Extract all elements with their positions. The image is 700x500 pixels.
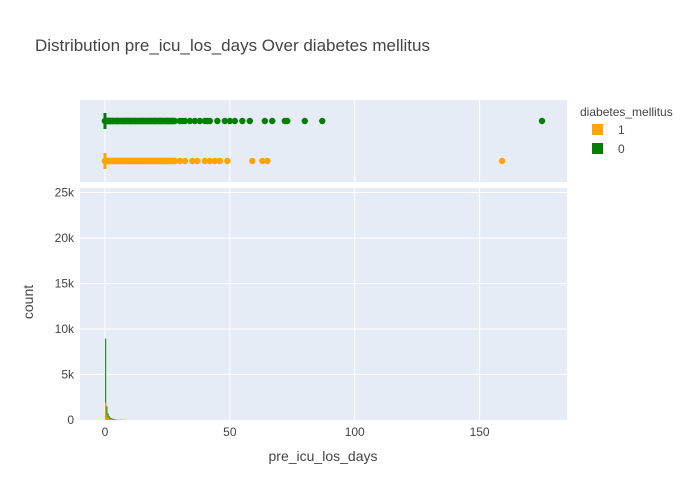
strip-point <box>191 117 199 125</box>
y-axis-title: count <box>20 285 36 319</box>
legend-label-1: 1 <box>618 123 625 137</box>
strip-zero-marker <box>103 113 107 129</box>
histogram-bar <box>112 418 114 420</box>
histogram-bar <box>107 413 109 420</box>
legend-swatch-1 <box>592 124 603 135</box>
histogram-bars <box>104 338 127 420</box>
strip-point <box>119 157 126 165</box>
histogram-bar <box>106 414 108 420</box>
histogram-bar <box>106 406 108 420</box>
strip-point <box>146 117 154 125</box>
strip-point <box>121 117 129 125</box>
strip-zero-marker <box>103 153 107 169</box>
strip-point <box>181 157 189 165</box>
legend-item-1[interactable]: 1 <box>592 123 625 137</box>
strip-point <box>239 117 246 125</box>
strip-point <box>319 117 326 125</box>
strip-point <box>171 157 179 165</box>
strip-plot-background <box>80 100 567 182</box>
strip-point <box>269 117 276 125</box>
y-tick-label: 25k <box>55 186 75 200</box>
strip-point <box>164 157 171 165</box>
strip-point <box>498 157 506 165</box>
strip-point <box>264 157 271 165</box>
strip-point <box>221 117 229 125</box>
histogram-bar <box>109 417 112 420</box>
strip-point <box>171 117 179 125</box>
chart-title: Distribution pre_icu_los_days Over diabe… <box>35 36 430 55</box>
strip-point <box>196 117 204 125</box>
strip-point <box>194 157 201 165</box>
axis-ticks: 0 5k 10k 15k 20k 25k 0 50 100 150 <box>55 186 490 439</box>
histogram-bar <box>111 419 113 420</box>
histogram-plot-background <box>80 188 567 420</box>
y-tick-label: 5k <box>61 368 75 382</box>
strip-point <box>246 117 254 125</box>
x-tick-label: 100 <box>345 425 365 439</box>
histogram-bar <box>107 417 109 420</box>
strip-point <box>156 157 164 165</box>
legend-item-0[interactable]: 0 <box>592 142 625 156</box>
strip-point <box>114 157 121 165</box>
strip-point <box>211 157 219 165</box>
x-tick-label: 50 <box>223 425 237 439</box>
strip-point <box>181 117 189 125</box>
strip-point <box>176 157 184 165</box>
histogram-bar <box>109 418 112 420</box>
strip-point <box>206 157 214 165</box>
y-tick-label: 10k <box>55 322 75 336</box>
strip-point <box>538 117 546 125</box>
strip-point <box>201 157 209 165</box>
x-axis-title: pre_icu_los_days <box>269 448 378 464</box>
strip-point <box>131 117 139 125</box>
strip-point <box>186 117 194 125</box>
histogram-bar <box>104 402 107 420</box>
strip-point <box>284 117 291 125</box>
strip-point <box>206 117 214 125</box>
strip-point <box>216 157 224 165</box>
strip-point <box>151 117 159 125</box>
histogram-bar <box>111 418 113 420</box>
histogram-bar <box>113 419 115 420</box>
x-tick-label: 0 <box>102 425 109 439</box>
strip-point <box>189 157 196 165</box>
histogram-bar <box>108 416 110 420</box>
histogram-bar <box>104 338 107 420</box>
strip-point <box>146 157 154 165</box>
strip-point <box>224 157 231 165</box>
strip-point <box>301 117 308 125</box>
legend-label-0: 0 <box>618 142 625 156</box>
strip-point <box>131 157 139 165</box>
legend-title: diabetes_mellitus <box>580 105 673 119</box>
x-tick-label: 150 <box>470 425 490 439</box>
strip-point <box>126 117 134 125</box>
histogram-bar <box>108 418 110 420</box>
histogram-bar <box>114 419 117 420</box>
strip-point <box>249 157 256 165</box>
strip-point <box>214 117 221 125</box>
y-tick-label: 0 <box>67 413 74 427</box>
strip-point <box>151 157 159 165</box>
strip-point <box>156 117 164 125</box>
strip-point <box>164 117 171 125</box>
histogram-bar <box>117 419 119 420</box>
y-tick-label: 20k <box>55 231 75 245</box>
strip-point <box>139 117 146 125</box>
strip-point <box>261 117 269 125</box>
y-tick-label: 15k <box>55 277 75 291</box>
strip-points <box>101 113 546 169</box>
strip-point <box>109 157 116 165</box>
strip-point <box>109 117 116 125</box>
histogram-bar <box>112 419 114 420</box>
strip-point <box>226 117 234 125</box>
strip-point <box>259 157 266 165</box>
strip-point <box>139 157 146 165</box>
strip-point <box>114 117 121 125</box>
legend-swatch-0 <box>592 143 603 154</box>
legend: diabetes_mellitus 1 0 <box>580 105 673 156</box>
strip-point <box>231 117 239 125</box>
strip-point <box>126 157 134 165</box>
